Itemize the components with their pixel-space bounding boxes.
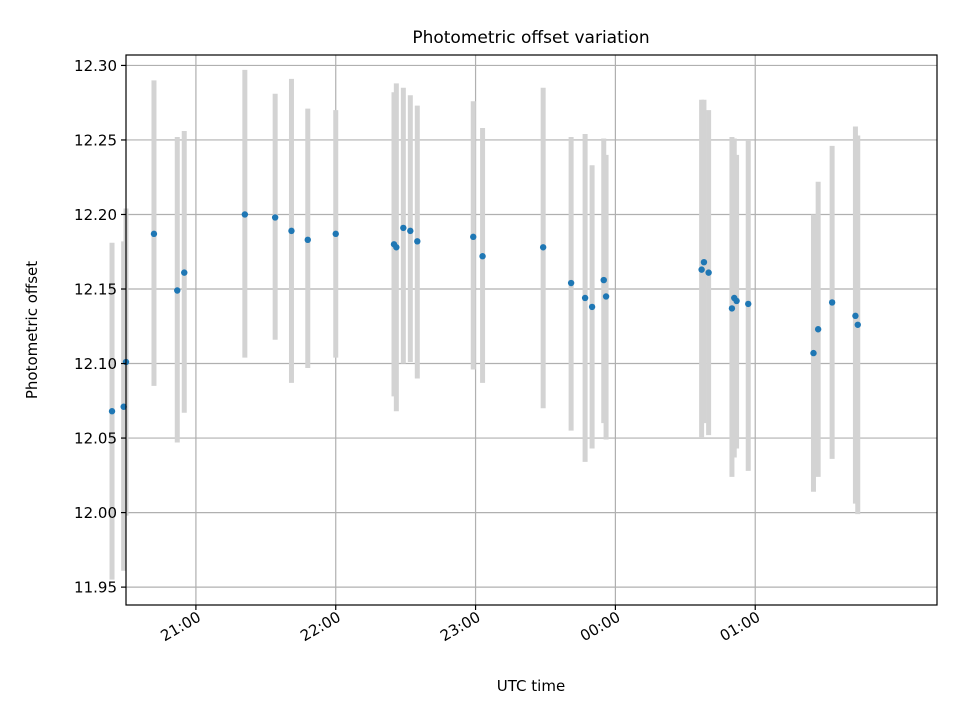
data-point bbox=[479, 253, 486, 260]
data-point bbox=[181, 269, 188, 276]
data-point bbox=[581, 294, 589, 302]
y-axis-label: Photometric offset bbox=[23, 261, 41, 399]
data-point bbox=[332, 230, 339, 238]
data-point bbox=[705, 269, 712, 276]
data-point bbox=[600, 276, 607, 284]
data-point bbox=[241, 211, 249, 218]
y-tick-label: 12.10 bbox=[74, 355, 117, 373]
data-point bbox=[698, 266, 705, 273]
data-point bbox=[728, 305, 736, 312]
y-tick-label: 12.00 bbox=[74, 504, 117, 522]
data-point bbox=[108, 408, 116, 415]
y-tick-label: 12.30 bbox=[74, 57, 117, 75]
data-point bbox=[745, 300, 752, 308]
y-tick-label: 11.95 bbox=[74, 579, 117, 597]
x-axis-label: UTC time bbox=[497, 677, 565, 695]
data-point bbox=[470, 233, 477, 241]
data-point bbox=[852, 312, 859, 320]
data-point bbox=[700, 258, 708, 266]
y-tick-label: 12.05 bbox=[74, 430, 117, 448]
data-point bbox=[407, 227, 414, 235]
data-point bbox=[588, 303, 596, 311]
y-tick-label: 12.20 bbox=[74, 206, 117, 224]
data-point bbox=[602, 293, 610, 300]
data-point bbox=[733, 297, 740, 305]
data-point bbox=[304, 236, 311, 244]
data-points bbox=[108, 211, 861, 415]
data-point bbox=[414, 238, 421, 245]
data-point bbox=[400, 224, 407, 232]
data-point bbox=[174, 287, 181, 294]
data-point bbox=[828, 299, 836, 306]
chart-title: Photometric offset variation bbox=[412, 28, 649, 48]
data-point bbox=[810, 349, 817, 357]
data-point bbox=[393, 244, 400, 251]
data-point bbox=[288, 227, 295, 235]
data-point bbox=[150, 230, 158, 238]
data-point bbox=[854, 321, 861, 328]
data-point bbox=[120, 403, 127, 410]
y-tick-label: 12.25 bbox=[74, 131, 117, 149]
data-point bbox=[814, 326, 822, 333]
plot-frame bbox=[125, 54, 938, 606]
data-point bbox=[539, 244, 547, 251]
data-point bbox=[271, 214, 279, 221]
y-tick-label: 12.15 bbox=[74, 281, 117, 299]
data-point bbox=[567, 279, 575, 287]
